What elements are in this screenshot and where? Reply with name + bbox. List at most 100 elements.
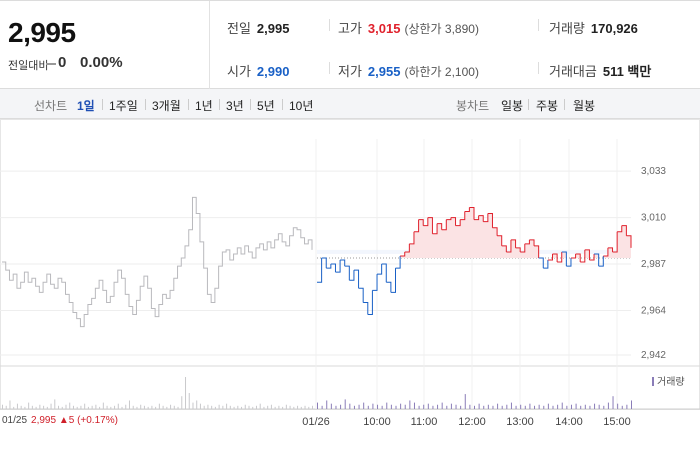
volume-bar-previous bbox=[28, 402, 30, 409]
today-line-segment bbox=[469, 207, 475, 220]
volume-bar-today bbox=[603, 405, 605, 409]
divider bbox=[219, 99, 220, 110]
y-tick-label: 2,942 bbox=[641, 350, 666, 361]
today-line-segment bbox=[603, 247, 609, 257]
volume-bar-previous bbox=[222, 405, 224, 409]
volume-bar-previous bbox=[87, 406, 89, 409]
divider bbox=[329, 19, 330, 31]
volume-bar-previous bbox=[255, 405, 257, 409]
volume-bar-previous bbox=[43, 405, 45, 409]
volume-bar-today bbox=[626, 404, 628, 409]
volume-bar-previous bbox=[121, 406, 123, 409]
volume-bar-previous bbox=[211, 405, 213, 409]
today-line-segment bbox=[450, 217, 457, 226]
volume-bar-today bbox=[432, 405, 434, 409]
volume-bar-previous bbox=[102, 402, 104, 409]
volume-bar-today bbox=[631, 400, 632, 409]
line-chart-label: 선차트 bbox=[34, 99, 68, 113]
period-1d[interactable]: 1일 bbox=[77, 99, 95, 113]
volume-bar-today bbox=[566, 405, 568, 409]
volume-bar-previous bbox=[35, 406, 37, 409]
today-line-segment bbox=[423, 217, 429, 227]
volume-bar-previous bbox=[147, 406, 149, 409]
volume-bar-previous bbox=[308, 406, 310, 409]
today-line-segment bbox=[464, 207, 470, 213]
volume-bar-previous bbox=[61, 406, 63, 409]
volume-bar-previous bbox=[84, 403, 86, 409]
volume-bar-today bbox=[543, 405, 545, 409]
volume-bar-today bbox=[381, 405, 383, 409]
today-line-segment bbox=[607, 247, 614, 252]
today-line-segment bbox=[326, 264, 332, 269]
volume-bar-previous bbox=[203, 405, 205, 409]
candle-daily[interactable]: 일봉 bbox=[501, 99, 524, 113]
price-chart[interactable]: 3,0333,0102,9872,9642,94201/2501/2610:00… bbox=[0, 119, 700, 450]
volume-bar-previous bbox=[173, 405, 175, 409]
volume-bar-previous bbox=[207, 404, 209, 409]
volume-legend-swatch bbox=[652, 377, 654, 386]
volume-bar-today bbox=[612, 396, 614, 409]
today-line-segment bbox=[367, 290, 373, 316]
today-line-segment bbox=[594, 253, 600, 267]
y-tick-label: 2,987 bbox=[641, 259, 666, 270]
period-5y[interactable]: 5년 bbox=[257, 99, 275, 113]
volume-bar-today bbox=[580, 405, 582, 409]
today-line-segment bbox=[492, 227, 498, 236]
today-line-segment bbox=[497, 235, 503, 246]
volume-bar-previous bbox=[177, 406, 179, 409]
volume-bar-previous bbox=[9, 400, 11, 409]
volume-bar-today bbox=[418, 405, 420, 409]
today-line-segment bbox=[543, 260, 549, 269]
volume-bar-previous bbox=[76, 406, 78, 409]
volume-bar-today bbox=[377, 404, 379, 409]
volume-bar-previous bbox=[110, 406, 112, 409]
today-line-segment bbox=[437, 223, 443, 230]
today-line-segment bbox=[418, 219, 424, 226]
change-value: 0 bbox=[58, 54, 67, 71]
volume-bar-previous bbox=[300, 406, 302, 409]
change-percent: 0.00% bbox=[80, 54, 123, 71]
volume-bar-previous bbox=[20, 405, 22, 409]
volume-bar-today bbox=[552, 405, 554, 409]
today-line-segment bbox=[589, 253, 595, 261]
volume-bar-today bbox=[455, 404, 457, 409]
today-line-segment bbox=[390, 268, 396, 293]
volume-bar-previous bbox=[91, 405, 93, 409]
volume-bar-previous bbox=[125, 404, 127, 409]
volume-bar-today bbox=[547, 403, 549, 409]
volume-bar-previous bbox=[259, 403, 261, 409]
volume-bar-previous bbox=[58, 405, 60, 409]
candle-weekly[interactable]: 주봉 bbox=[536, 99, 559, 113]
period-3m[interactable]: 3개월 bbox=[152, 99, 181, 113]
period-1w[interactable]: 1주일 bbox=[109, 99, 138, 113]
today-line-segment bbox=[598, 255, 604, 267]
volume-bar-today bbox=[317, 402, 318, 409]
volume-bar-today bbox=[478, 403, 480, 409]
volume-bar-previous bbox=[278, 405, 280, 409]
today-line-segment bbox=[626, 235, 632, 248]
volume-bar-previous bbox=[196, 400, 198, 409]
volume-bar-previous bbox=[2, 404, 3, 409]
period-1y[interactable]: 1년 bbox=[195, 99, 213, 113]
today-line-segment bbox=[515, 247, 521, 252]
volume-bar-previous bbox=[166, 406, 168, 409]
divider bbox=[282, 99, 283, 110]
candle-chart-label: 봉차트 bbox=[456, 99, 490, 113]
today-line-segment bbox=[501, 245, 507, 252]
change-label: 전일대비 bbox=[8, 60, 49, 72]
volume-bar-today bbox=[349, 403, 351, 409]
volume-bar-previous bbox=[31, 405, 33, 409]
period-3y[interactable]: 3년 bbox=[226, 99, 244, 113]
candle-monthly[interactable]: 월봉 bbox=[573, 99, 596, 113]
today-line-segment bbox=[381, 263, 387, 283]
period-10y[interactable]: 10년 bbox=[289, 99, 314, 113]
volume-bar-previous bbox=[233, 406, 235, 409]
volume-bar-today bbox=[450, 403, 452, 409]
divider bbox=[102, 99, 103, 110]
volume-bar-today bbox=[330, 403, 332, 409]
price-chart-area[interactable]: 3,0333,0102,9872,9642,94201/2501/2610:00… bbox=[0, 119, 700, 450]
volume-bar-today bbox=[469, 404, 471, 409]
volume-bar-today bbox=[534, 405, 536, 409]
today-line-segment bbox=[446, 217, 452, 221]
volume-bar-today bbox=[584, 404, 586, 409]
